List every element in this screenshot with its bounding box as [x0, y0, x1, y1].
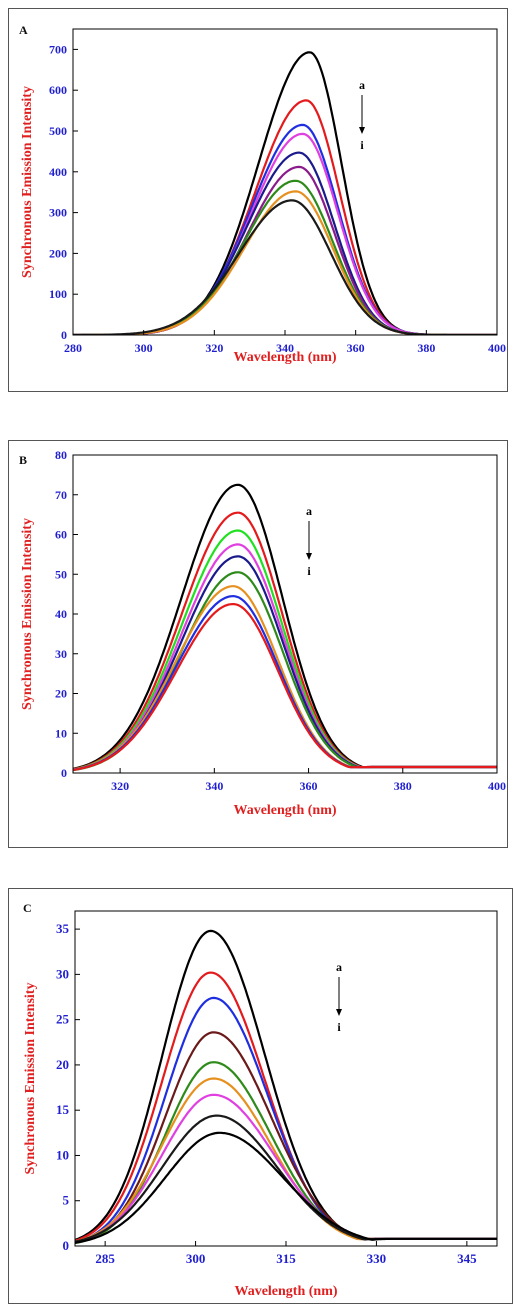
chart-c: 285 300 315 330 345 0 5 10 15 20 25 30 35 Wavelength … [23, 910, 498, 1299]
y-tick-label: 40 [55, 607, 67, 621]
chart-panel-c: C 285 300 315 330 345 0 5 10 15 20 25 30 35 Wavelengt… [8, 888, 513, 1304]
y-tick-label: 100 [49, 287, 67, 301]
series-line [75, 996, 497, 1244]
series-line [75, 1131, 497, 1244]
x-tick-label: 345 [457, 1251, 477, 1266]
x-tick-label: 340 [205, 779, 223, 793]
x-tick-label: 300 [135, 341, 153, 355]
y-tick-label: 10 [56, 1147, 69, 1162]
y-tick-label: 700 [49, 42, 67, 56]
annotation-i: i [337, 1020, 341, 1034]
y-tick-label: 60 [55, 528, 67, 542]
x-axis-label: Wavelength (nm) [233, 350, 336, 365]
series-line [73, 603, 497, 771]
chart-panel-a: A 280 300 320 340 360 380 400 0 100 200 300 400 500 6… [8, 8, 508, 392]
y-tick-label: 15 [56, 1102, 70, 1117]
y-tick-label: 0 [61, 766, 67, 780]
series-line [75, 1031, 497, 1244]
x-tick-label: 340 [276, 341, 294, 355]
y-tick-label: 35 [56, 921, 70, 936]
series-line [75, 1114, 497, 1243]
series-line [73, 132, 497, 335]
y-tick-label: 0 [63, 1238, 70, 1253]
y-tick-label: 30 [56, 966, 69, 981]
x-tick-label: 285 [95, 1251, 115, 1266]
series-line [75, 1061, 497, 1245]
y-tick-label: 600 [49, 83, 67, 97]
panel-label-c: C [23, 901, 32, 915]
y-tick-label: 0 [61, 328, 67, 342]
y-tick-label: 10 [55, 726, 67, 740]
y-tick-label: 400 [49, 165, 67, 179]
annotation-arrowhead [359, 127, 365, 134]
y-axis-label: Synchronous Emission Intensity [23, 983, 38, 1175]
chart-a: 280 300 320 340 360 380 400 0 100 200 300 400 500 600… [20, 28, 506, 365]
y-tick-label: 50 [55, 567, 67, 581]
series-line [73, 165, 497, 335]
series-line [73, 123, 497, 335]
panel-label-b: B [19, 453, 28, 467]
x-tick-label: 360 [347, 341, 365, 355]
annotation-i: i [307, 564, 311, 578]
annotation-arrowhead [336, 1009, 342, 1016]
annotation-a: a [359, 78, 365, 92]
x-tick-label: 400 [488, 779, 506, 793]
series-line [73, 179, 497, 335]
y-tick-label: 20 [56, 1057, 69, 1072]
x-tick-label: 380 [394, 779, 412, 793]
y-tick-label: 30 [55, 647, 67, 661]
series-line [73, 190, 497, 335]
x-tick-label: 400 [488, 341, 506, 355]
y-tick-label: 5 [63, 1193, 70, 1208]
chart-panel-b: B 320 340 360 380 400 0 10 20 30 40 50 60 70 80 Wavele… [8, 440, 508, 848]
annotation-a: a [306, 504, 312, 518]
series-line [73, 571, 497, 772]
series-line [73, 585, 497, 771]
x-tick-label: 380 [417, 341, 435, 355]
y-tick-label: 200 [49, 246, 67, 260]
y-tick-label: 70 [55, 488, 67, 502]
x-tick-label: 360 [300, 779, 318, 793]
annotation-i: i [360, 138, 364, 152]
x-tick-label: 315 [276, 1251, 296, 1266]
series-line [75, 1093, 497, 1244]
y-tick-label: 20 [55, 687, 67, 701]
annotation-arrowhead [306, 553, 312, 560]
chart-b: 320 340 360 380 400 0 10 20 30 40 50 60 70 80 Waveleng… [20, 448, 506, 818]
x-tick-label: 300 [186, 1251, 206, 1266]
x-tick-label: 320 [111, 779, 129, 793]
y-axis-label: Synchronous Emission Intensity [20, 518, 35, 710]
annotation-a: a [336, 960, 342, 974]
y-tick-label: 300 [49, 206, 67, 220]
y-tick-label: 25 [56, 1012, 70, 1027]
y-tick-label: 80 [55, 448, 67, 462]
y-tick-label: 500 [49, 124, 67, 138]
x-tick-label: 280 [64, 341, 82, 355]
x-axis-label: Wavelength (nm) [234, 1284, 337, 1299]
series-line [73, 555, 497, 771]
series-line [73, 199, 497, 335]
plot-frame [72, 28, 498, 336]
y-axis-label: Synchronous Emission Intensity [20, 86, 35, 278]
x-axis-label: Wavelength (nm) [233, 803, 336, 818]
series-line [73, 151, 497, 335]
x-tick-label: 320 [205, 341, 223, 355]
x-tick-label: 330 [367, 1251, 387, 1266]
panel-label-a: A [19, 23, 28, 37]
